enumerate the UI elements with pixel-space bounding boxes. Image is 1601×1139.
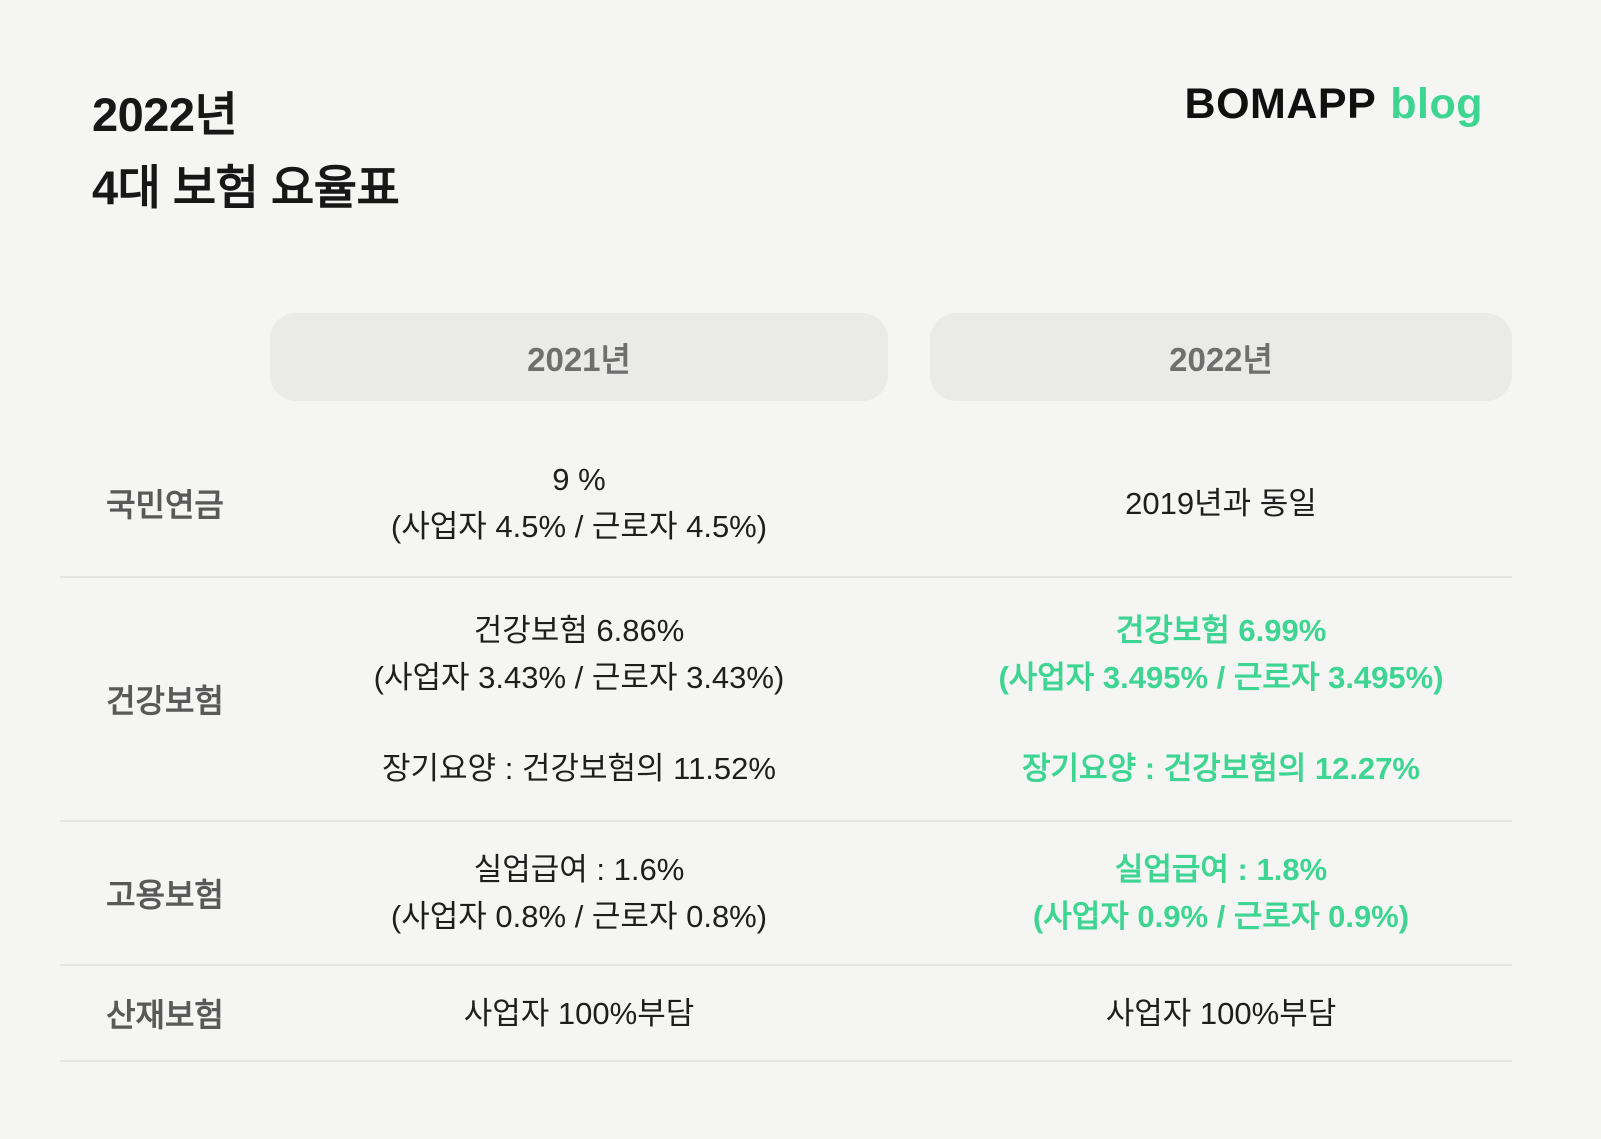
table-row-employment-insurance: 고용보험 실업급여 : 1.6% (사업자 0.8% / 근로자 0.8%) 실… bbox=[60, 822, 1512, 966]
logo-suffix-text: blog bbox=[1390, 80, 1483, 128]
cell-line: 건강보험 6.86% bbox=[473, 612, 685, 648]
cell-line: (사업자 3.495% / 근로자 3.495%) bbox=[998, 659, 1444, 695]
table-row-national-pension: 국민연금 9 % (사업자 4.5% / 근로자 4.5%) 2019년과 동일 bbox=[60, 430, 1512, 578]
row-label-health-insurance: 건강보험 bbox=[106, 683, 224, 719]
cell-line: 9 % bbox=[552, 462, 606, 497]
cell-line-long-term-care: 장기요양 : 건강보험의 11.52% bbox=[382, 750, 776, 786]
page-title-line1: 2022년 bbox=[92, 88, 238, 141]
header-spacer bbox=[60, 313, 270, 401]
cell-line-long-term-care: 장기요양 : 건강보험의 12.27% bbox=[1022, 750, 1420, 786]
bomapp-blog-logo: BOMAPP blog bbox=[1185, 80, 1483, 129]
cell-health-insurance-2022: 건강보험 6.99% (사업자 3.495% / 근로자 3.495%) 장기요… bbox=[930, 607, 1512, 792]
logo-brand-text: BOMAPP bbox=[1184, 80, 1377, 128]
cell-national-pension-2021: 9 % (사업자 4.5% / 근로자 4.5%) bbox=[270, 456, 888, 550]
cell-health-insurance-2021: 건강보험 6.86% (사업자 3.43% / 근로자 3.43%) 장기요양 … bbox=[270, 607, 888, 792]
cell-line: 실업급여 : 1.6% bbox=[473, 852, 685, 887]
cell-line: (사업자 0.8% / 근로자 0.8%) bbox=[390, 899, 768, 934]
cell-line: 2019년과 동일 bbox=[1125, 485, 1317, 521]
table-row-industrial-accident-insurance: 산재보험 사업자 100%부담 사업자 100%부담 bbox=[60, 966, 1512, 1062]
cell-line: (사업자 4.5% / 근로자 4.5%) bbox=[390, 509, 768, 544]
cell-line: (사업자 3.43% / 근로자 3.43%) bbox=[373, 659, 785, 695]
cell-line: (사업자 0.9% / 근로자 0.9%) bbox=[1032, 899, 1410, 934]
cell-employment-insurance-2022: 실업급여 : 1.8% (사업자 0.9% / 근로자 0.9%) bbox=[930, 846, 1512, 940]
cell-industrial-accident-2022: 사업자 100%부담 bbox=[930, 990, 1512, 1037]
column-header-2021: 2021년 bbox=[270, 313, 888, 401]
cell-line: 건강보험 6.99% bbox=[1115, 612, 1327, 648]
cell-national-pension-2022: 2019년과 동일 bbox=[930, 480, 1512, 527]
cell-line: 사업자 100%부담 bbox=[463, 995, 695, 1031]
column-header-2022: 2022년 bbox=[930, 313, 1512, 401]
insurance-rate-table: 2021년 2022년 국민연금 9 % (사업자 4.5% / 근로자 4.5… bbox=[60, 313, 1512, 1062]
page-title: 2022년 4대 보험 요율표 bbox=[92, 78, 400, 224]
table-header-row: 2021년 2022년 bbox=[60, 313, 1512, 401]
row-label-industrial-accident-insurance: 산재보험 bbox=[106, 997, 224, 1033]
row-label-national-pension: 국민연금 bbox=[106, 487, 224, 523]
row-label-employment-insurance: 고용보험 bbox=[106, 877, 224, 913]
page-title-line2: 4대 보험 요율표 bbox=[92, 161, 400, 214]
table-row-health-insurance: 건강보험 건강보험 6.86% (사업자 3.43% / 근로자 3.43%) … bbox=[60, 578, 1512, 822]
cell-industrial-accident-2021: 사업자 100%부담 bbox=[270, 990, 888, 1037]
cell-line: 사업자 100%부담 bbox=[1105, 995, 1337, 1031]
cell-line: 실업급여 : 1.8% bbox=[1114, 852, 1328, 887]
cell-employment-insurance-2021: 실업급여 : 1.6% (사업자 0.8% / 근로자 0.8%) bbox=[270, 846, 888, 940]
